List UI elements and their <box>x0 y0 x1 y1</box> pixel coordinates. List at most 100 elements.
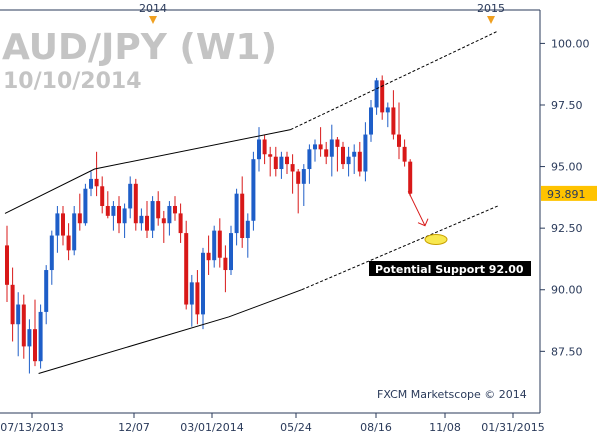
candle-body <box>369 107 373 135</box>
candle <box>156 191 161 226</box>
candle-body <box>346 156 351 165</box>
candle-body <box>324 149 329 157</box>
candle-body <box>156 201 161 219</box>
candle <box>150 196 155 239</box>
candle <box>184 220 189 310</box>
annotation-text: Potential Support 92.00 <box>375 263 524 276</box>
potential-support-label: Potential Support 92.00 <box>369 261 531 276</box>
candle-body <box>184 233 189 305</box>
candle-body <box>150 201 155 231</box>
candle-body <box>105 205 110 216</box>
candle-body <box>307 149 312 170</box>
candle-body <box>212 230 217 261</box>
candle <box>139 208 144 231</box>
candle-body <box>5 245 9 285</box>
candle <box>397 102 401 160</box>
candle <box>301 164 306 206</box>
x-tick-label: 01/31/2015 <box>481 421 544 434</box>
candle <box>385 102 390 128</box>
candle <box>251 151 256 231</box>
candle <box>5 225 9 303</box>
y-tick-label: 97.50 <box>551 99 583 112</box>
candle <box>318 127 323 157</box>
candle <box>201 247 205 330</box>
y-tick-label: 87.50 <box>551 345 583 358</box>
candle <box>117 196 121 234</box>
candle-body <box>301 169 306 184</box>
candle <box>346 146 351 177</box>
candle-body <box>89 178 93 189</box>
candle-body <box>77 213 82 224</box>
candle <box>352 144 357 174</box>
y-tick-label: 95.00 <box>551 161 583 174</box>
x-tick-label: 03/01/2014 <box>180 421 243 434</box>
candle <box>66 223 71 261</box>
candle-body <box>145 215 149 231</box>
candle <box>391 90 396 140</box>
candle-body <box>117 205 121 224</box>
chart-title: AUD/JPY (W1) <box>2 27 277 68</box>
candle-body <box>229 233 233 271</box>
candle-body <box>16 304 21 325</box>
projection-arrow-head <box>417 218 429 227</box>
candle-body <box>94 178 99 187</box>
candle <box>195 270 200 325</box>
candle-body <box>240 193 245 239</box>
candle <box>77 193 82 231</box>
candle <box>285 151 289 174</box>
x-tick-label: 07/13/2013 <box>0 421 63 434</box>
candle-body <box>391 107 396 135</box>
candle-body <box>206 252 211 261</box>
candle-body <box>66 235 71 251</box>
candle-body <box>139 215 144 224</box>
candle <box>240 176 245 248</box>
candle <box>408 159 413 197</box>
candle <box>189 274 194 327</box>
candle-body <box>268 154 273 157</box>
candle-body <box>329 139 334 157</box>
y-tick-label: 100.00 <box>551 37 590 50</box>
candle <box>111 201 116 231</box>
candle <box>217 218 222 268</box>
candle-body <box>385 107 390 113</box>
candle-body <box>257 139 261 160</box>
candle-body <box>44 270 49 312</box>
candle-body <box>402 146 407 162</box>
candle <box>105 191 110 219</box>
candle <box>229 225 233 275</box>
candle-body <box>61 213 65 236</box>
candle-body <box>273 156 278 170</box>
candle-body <box>262 139 267 155</box>
candle <box>10 267 15 342</box>
y-tick-label: 90.00 <box>551 284 583 297</box>
channel-upper-solid <box>4 129 291 214</box>
candle-body <box>357 151 362 172</box>
candle-body <box>111 205 116 216</box>
candle-body <box>72 213 77 251</box>
x-axis: 07/13/2013 12/07 03/01/2014 05/24 08/16 11/08… <box>0 413 545 434</box>
candle-body <box>122 208 127 224</box>
candle <box>380 75 385 120</box>
current-price-label: 93.891 <box>547 188 586 201</box>
candle <box>296 169 301 214</box>
candle-body <box>49 235 54 271</box>
candle <box>206 235 211 275</box>
candle <box>21 294 26 359</box>
year-marker <box>487 16 495 24</box>
candle <box>122 203 127 239</box>
candle <box>33 299 37 367</box>
candle-body <box>313 144 317 150</box>
year-markers: 2014 2015 <box>139 2 505 24</box>
year-label: 2014 <box>139 2 167 15</box>
candle <box>133 178 138 231</box>
candle <box>290 154 295 194</box>
candle <box>329 124 334 177</box>
candle-body <box>285 156 289 165</box>
candle <box>55 205 60 253</box>
candle-body <box>100 186 105 206</box>
candles-layer <box>5 75 413 374</box>
candle <box>341 141 345 170</box>
candle <box>16 292 21 357</box>
